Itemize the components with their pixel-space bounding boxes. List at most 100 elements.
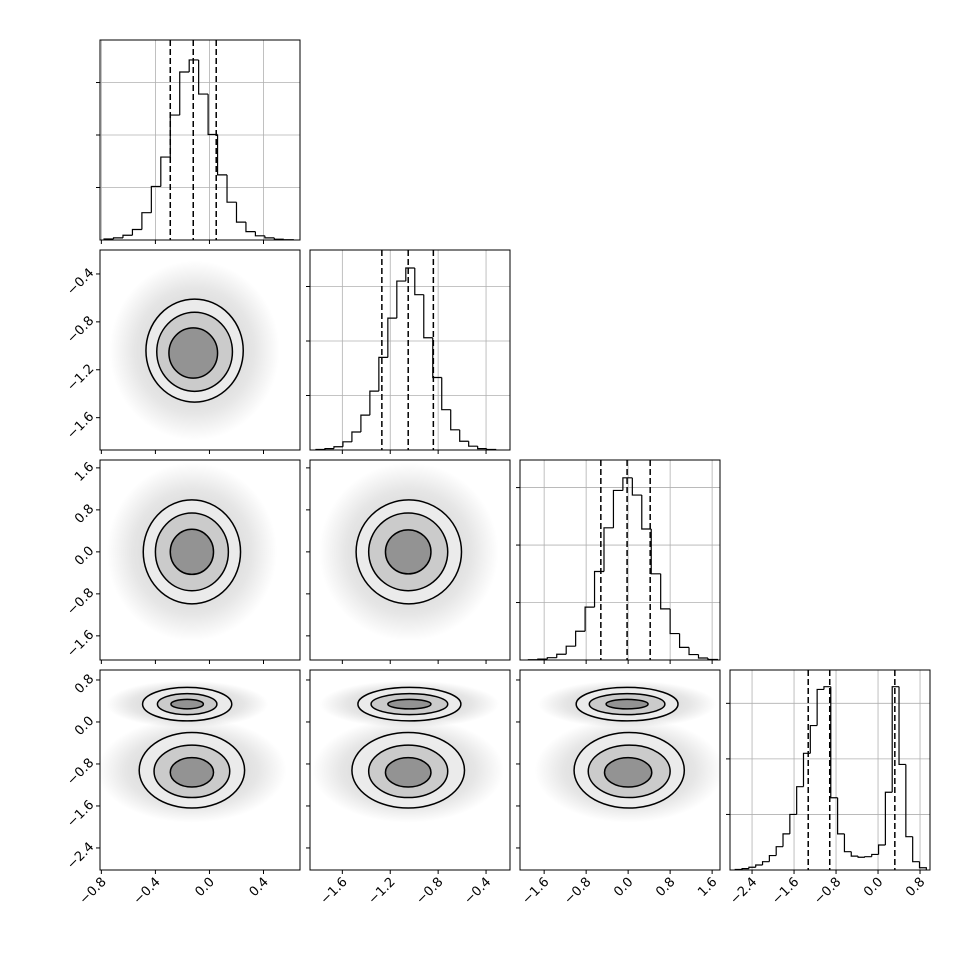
y-tick-label: −0.8 <box>64 586 97 619</box>
hist-bin <box>450 409 460 431</box>
y-tick-label: −2.4 <box>64 840 97 873</box>
y-tick-label: 0.8 <box>72 502 97 527</box>
hist-bin <box>622 477 633 491</box>
hist-bin <box>678 633 690 648</box>
hist-bin <box>584 606 595 632</box>
hist-bin <box>755 864 763 868</box>
hist-bin <box>160 156 171 187</box>
panel <box>103 40 294 240</box>
hist-bin <box>141 212 152 230</box>
panel <box>106 462 278 642</box>
x-tick-label: 0.0 <box>611 875 636 900</box>
hist-bin <box>546 657 557 660</box>
panel-frame <box>99 459 301 661</box>
panel <box>527 460 718 660</box>
hist-bin <box>245 222 256 233</box>
panel-frame <box>99 249 301 451</box>
hist-bin <box>641 495 652 530</box>
hist-bin <box>823 686 831 690</box>
x-tick-label: 0.4 <box>247 875 272 900</box>
hist-bin <box>593 570 604 608</box>
hist-bin <box>850 851 859 857</box>
hist-bin <box>768 854 777 862</box>
x-tick-label: 0.0 <box>193 875 218 900</box>
hist-bin <box>131 228 142 236</box>
hist-bin <box>459 429 469 442</box>
hist-bin <box>877 844 886 855</box>
panel <box>734 670 927 870</box>
x-tick-label: −0.4 <box>131 875 164 908</box>
x-tick-label: 0.8 <box>903 875 928 900</box>
panel <box>534 680 720 823</box>
hist-bin <box>612 489 623 528</box>
y-tick-label: −0.8 <box>64 756 97 789</box>
hist-bin <box>782 833 790 847</box>
hist-bin <box>216 134 228 176</box>
contour <box>603 756 653 788</box>
hist-bin <box>843 833 852 853</box>
panel <box>100 680 287 823</box>
hist-bin <box>198 59 209 95</box>
panel-frame <box>309 459 511 661</box>
y-tick-label: 0.8 <box>72 672 97 697</box>
hist-bin <box>369 390 379 416</box>
hist-bin <box>235 202 246 223</box>
hist-bin <box>387 317 397 358</box>
hist-bin <box>378 356 388 392</box>
y-tick-label: −1.6 <box>64 409 97 442</box>
x-tick-label: −0.8 <box>562 875 595 908</box>
hist-bin <box>188 59 199 73</box>
hist-bin <box>342 441 352 447</box>
panel-frame <box>519 669 721 871</box>
hist-bin <box>830 686 838 799</box>
hist-bin <box>809 724 818 754</box>
panel <box>315 250 497 450</box>
hist-bin <box>789 813 797 834</box>
x-tick-label: −1.6 <box>769 875 802 908</box>
y-tick-label: −1.6 <box>64 798 97 831</box>
contour <box>387 698 432 710</box>
hist-bin <box>905 764 913 838</box>
x-tick-label: −1.6 <box>318 875 351 908</box>
x-tick-label: −1.6 <box>520 875 553 908</box>
panel-frame <box>99 39 301 241</box>
hist-bin <box>857 856 865 858</box>
y-tick-label: −0.8 <box>64 314 97 347</box>
hist-bin <box>871 853 879 857</box>
hist-bin <box>660 573 671 610</box>
hist-bin <box>802 752 811 787</box>
hist-bin <box>796 786 804 815</box>
hist-bin <box>169 114 180 158</box>
y-tick-label: 0.0 <box>72 544 97 569</box>
hist-bin <box>748 866 756 869</box>
hist-bin <box>918 861 927 870</box>
hist-bin <box>441 377 451 411</box>
x-tick-label: −2.4 <box>727 875 760 908</box>
contour <box>169 756 215 788</box>
contour <box>605 698 649 710</box>
hist-bin <box>360 414 370 433</box>
hist-bin <box>741 868 749 870</box>
hist-bin <box>912 836 920 863</box>
y-tick-label: −1.2 <box>64 361 97 394</box>
hist-bin <box>837 797 845 835</box>
x-tick-label: 0.8 <box>653 875 678 900</box>
hist-bin <box>112 237 123 239</box>
contour <box>170 698 205 710</box>
panel <box>109 260 280 441</box>
hist-bin <box>351 431 361 442</box>
x-tick-label: −0.8 <box>811 875 844 908</box>
hist-bin <box>688 647 699 656</box>
hist-bin <box>122 234 133 238</box>
contour <box>384 529 432 575</box>
panel-frame <box>99 669 301 871</box>
hist-bin <box>333 446 343 449</box>
hist-bin <box>697 654 708 659</box>
x-tick-label: −0.8 <box>414 875 447 908</box>
hist-bin <box>396 280 406 319</box>
x-tick-label: −1.2 <box>366 875 399 908</box>
x-tick-label: −0.4 <box>461 875 494 908</box>
hist-bin <box>864 856 872 858</box>
contour <box>168 327 219 379</box>
hist-bin <box>414 267 424 296</box>
